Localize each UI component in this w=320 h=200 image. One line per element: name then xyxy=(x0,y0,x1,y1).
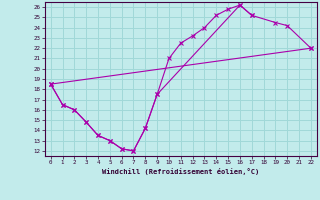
X-axis label: Windchill (Refroidissement éolien,°C): Windchill (Refroidissement éolien,°C) xyxy=(102,168,260,175)
